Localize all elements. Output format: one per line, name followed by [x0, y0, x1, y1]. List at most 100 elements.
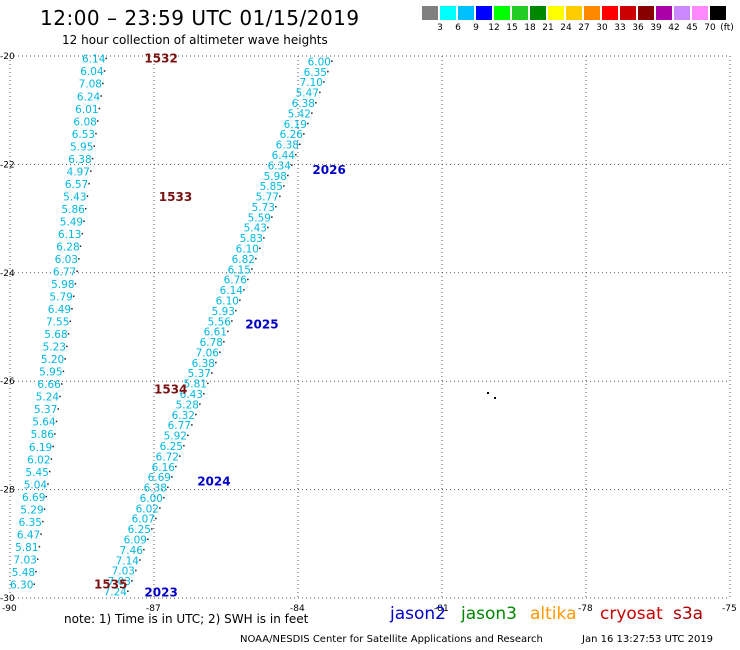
scale-label: 18 [524, 23, 536, 33]
scale-label: 39 [650, 23, 662, 33]
wave-height-value: 5.49 [60, 216, 83, 228]
scale-label: 70 [704, 23, 716, 33]
wave-height-value: 7.55 [46, 317, 69, 329]
scale-swatch [530, 6, 546, 20]
scale-label: 36 [632, 23, 644, 33]
track-point [60, 383, 63, 385]
wave-height-value: 7.10 [300, 77, 323, 89]
track-point [54, 433, 56, 435]
wave-height-value: 5.59 [248, 212, 271, 224]
track-point [223, 341, 225, 343]
wave-height-value: 6.43 [180, 389, 203, 401]
track-point [86, 195, 89, 197]
wave-height-value: 5.95 [39, 367, 62, 379]
track-point [307, 122, 309, 125]
track-point [76, 270, 78, 273]
wave-height-value: 5.47 [296, 88, 319, 100]
wave-height-value: 5.24 [36, 392, 60, 404]
note-text: note: 1) Time is in UTC; 2) SWH is in fe… [64, 612, 309, 626]
track-point [175, 465, 177, 468]
wave-height-value: 6.69 [22, 492, 45, 504]
wave-height-value: 5.04 [24, 479, 48, 491]
track-point [311, 112, 313, 114]
wave-height-value: 6.03 [55, 254, 78, 266]
track-point [219, 351, 221, 353]
track-point [323, 81, 325, 83]
scale-label: 9 [473, 23, 479, 33]
wave-height-value: 7.03 [13, 554, 36, 566]
wave-height-value: 5.64 [32, 417, 56, 429]
track-point [155, 517, 157, 520]
track-point [295, 153, 297, 156]
wave-height-value: 5.42 [288, 108, 311, 120]
track-point [50, 458, 53, 460]
wave-height-value: 5.37 [34, 404, 57, 416]
track-point [48, 470, 51, 473]
wave-height-value: 6.53 [72, 129, 95, 141]
track-point [231, 320, 233, 322]
wave-height-value: 7.03 [108, 576, 131, 588]
scale-unit: (ft) [720, 23, 734, 33]
lon-tick-label: -75 [722, 604, 737, 614]
wave-height-value: 6.47 [17, 529, 40, 541]
track-point [187, 434, 189, 437]
track-point [84, 207, 87, 210]
track-point [143, 548, 145, 551]
track-point [100, 95, 102, 97]
track-point [251, 268, 253, 270]
wave-height-value: 6.28 [56, 241, 79, 253]
track-point [167, 486, 169, 489]
wave-height-value: 5.77 [256, 192, 279, 204]
satellite-jason3: jason3 [461, 604, 517, 624]
pass-number-label: 1532 [144, 52, 177, 66]
wave-height-value: 6.35 [19, 517, 42, 529]
track-point [139, 559, 141, 561]
track-point [203, 393, 205, 395]
lon-tick-label: -78 [578, 604, 593, 614]
wave-height-value: 6.35 [304, 67, 327, 79]
track-point [299, 143, 301, 146]
wave-height-value: 5.95 [70, 141, 93, 153]
scale-swatch [548, 6, 564, 20]
wave-height-value: 5.83 [240, 233, 263, 245]
scale-swatch [638, 6, 654, 20]
wave-height-value: 5.29 [20, 504, 43, 516]
track-point [199, 403, 201, 405]
pass-number-label: 1534 [154, 382, 187, 396]
track-point [267, 226, 269, 229]
wave-height-value: 6.49 [48, 304, 71, 316]
satellite-jason2: jason2 [390, 604, 446, 624]
satellite-s3a: s3a [673, 604, 704, 624]
track-point [135, 569, 137, 572]
wave-height-value: 5.23 [43, 342, 66, 354]
wave-height-value: 7.14 [116, 555, 140, 567]
wave-height-value: 5.37 [188, 368, 211, 380]
wave-height-color-scale: 3 6 9 12 15 18 21 24 27 30 33 36 39 42 45 70 (ft) [0, 0, 740, 40]
map-title: 12:00 – 23:59 UTC 01/15/2019 [40, 6, 360, 30]
wave-height-value: 6.19 [29, 442, 52, 454]
track-point [102, 82, 104, 85]
track-point [74, 283, 77, 285]
track-point [247, 278, 249, 281]
pass-number-label: 2024 [197, 474, 230, 488]
track-point [151, 528, 153, 530]
wave-height-value: 5.98 [264, 171, 287, 183]
wave-height-value: 6.15 [228, 264, 251, 276]
wave-height-value: 6.10 [216, 295, 239, 307]
wave-height-value: 6.07 [132, 514, 155, 526]
wave-height-value: 5.81 [184, 379, 207, 391]
pass-number-label: 2026 [312, 163, 345, 177]
wave-height-value: 6.10 [236, 244, 259, 256]
wave-height-value: 6.72 [156, 451, 179, 463]
wave-height-value: 6.44 [272, 150, 296, 162]
track-point [83, 220, 85, 222]
wave-height-value: 6.77 [53, 267, 76, 279]
wave-height-value: 7.46 [120, 545, 144, 557]
track-point [243, 289, 245, 291]
scale-swatch [602, 6, 618, 20]
scale-swatch [566, 6, 582, 20]
track-point [303, 133, 305, 135]
track-point [263, 237, 265, 239]
track-point [207, 382, 209, 385]
wave-height-value: 6.32 [172, 410, 195, 422]
